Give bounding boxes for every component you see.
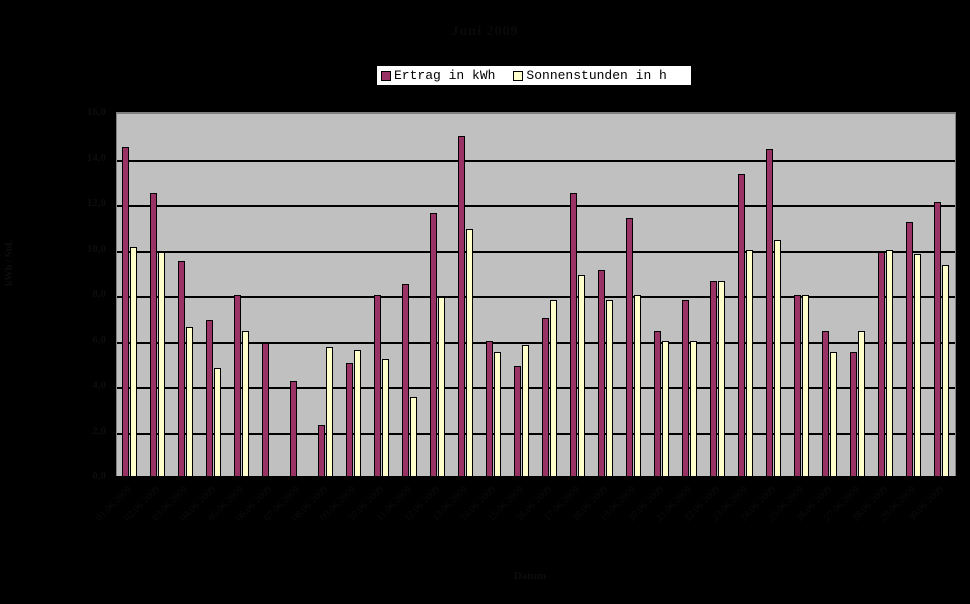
bar-sonnenstunden bbox=[774, 240, 781, 477]
bar-sonnenstunden bbox=[914, 254, 921, 477]
y-tick-label: 10,0 bbox=[86, 242, 106, 255]
bar-ertrag bbox=[682, 299, 689, 477]
bar-ertrag bbox=[234, 295, 241, 477]
legend-item-ertrag: Ertrag in kWh bbox=[381, 68, 495, 83]
bar-ertrag bbox=[150, 192, 157, 477]
bar-sonnenstunden bbox=[634, 295, 641, 477]
bar-sonnenstunden bbox=[214, 367, 221, 477]
plot-area bbox=[116, 112, 956, 477]
bar-sonnenstunden bbox=[886, 249, 893, 477]
bar-ertrag bbox=[598, 269, 605, 477]
bar-sonnenstunden bbox=[158, 251, 165, 477]
legend-label-sonnenstunden: Sonnenstunden in h bbox=[526, 68, 667, 83]
legend-swatch-sonnenstunden bbox=[513, 70, 524, 81]
y-tick-mark bbox=[108, 385, 114, 387]
bar-ertrag bbox=[486, 340, 493, 477]
y-tick-mark bbox=[108, 157, 114, 160]
y-tick-label: 0,0 bbox=[92, 470, 106, 482]
bar-sonnenstunden bbox=[550, 299, 557, 477]
bar-sonnenstunden bbox=[802, 295, 809, 477]
y-axis-line bbox=[113, 112, 116, 479]
bar-sonnenstunden bbox=[382, 358, 389, 477]
y-tick-mark bbox=[108, 203, 114, 205]
bar-sonnenstunden bbox=[858, 331, 865, 477]
y-tick-label: 16,0 bbox=[86, 106, 106, 118]
bar-ertrag bbox=[122, 147, 129, 477]
bar-sonnenstunden bbox=[746, 249, 753, 477]
y-tick-label: 8,0 bbox=[92, 288, 106, 300]
bar-sonnenstunden bbox=[606, 299, 613, 477]
bar-ertrag bbox=[374, 295, 381, 477]
chart-legend: Ertrag in kWh Sonnenstunden in h bbox=[376, 65, 692, 86]
bar-sonnenstunden bbox=[130, 247, 137, 477]
bar-ertrag bbox=[934, 201, 941, 477]
bar-sonnenstunden bbox=[466, 229, 473, 477]
bar-ertrag bbox=[290, 381, 297, 477]
legend-label-ertrag: Ertrag in kWh bbox=[394, 68, 496, 83]
bar-sonnenstunden bbox=[410, 397, 417, 477]
y-tick-label: 12,0 bbox=[86, 197, 106, 209]
y-axis-title: kWh / Std. bbox=[4, 240, 15, 286]
y-tick-label: 6,0 bbox=[92, 333, 106, 346]
bar-sonnenstunden bbox=[522, 345, 529, 477]
bar-ertrag bbox=[402, 283, 409, 477]
gridline bbox=[117, 159, 955, 162]
bar-ertrag bbox=[794, 295, 801, 477]
bar-ertrag bbox=[766, 149, 773, 477]
bar-sonnenstunden bbox=[662, 340, 669, 477]
bar-ertrag bbox=[626, 217, 633, 477]
y-tick-mark bbox=[108, 476, 114, 478]
chart-title: Juni 2009 bbox=[451, 24, 519, 39]
bar-ertrag bbox=[878, 251, 885, 477]
bar-sonnenstunden bbox=[718, 281, 725, 477]
bar-sonnenstunden bbox=[438, 297, 445, 477]
y-tick-mark bbox=[108, 339, 114, 342]
bar-ertrag bbox=[570, 192, 577, 477]
x-axis-title: Datum bbox=[513, 570, 547, 582]
bar-ertrag bbox=[654, 331, 661, 477]
gridline bbox=[117, 432, 955, 435]
bar-sonnenstunden bbox=[578, 274, 585, 477]
y-tick-mark bbox=[108, 294, 114, 296]
legend-swatch-ertrag bbox=[381, 70, 391, 81]
bar-ertrag bbox=[318, 424, 325, 477]
bar-ertrag bbox=[738, 174, 745, 477]
bar-ertrag bbox=[430, 213, 437, 477]
y-tick-mark bbox=[108, 248, 114, 251]
y-tick-label: 2,0 bbox=[92, 424, 106, 437]
y-tick-label: 4,0 bbox=[92, 379, 106, 391]
bar-sonnenstunden bbox=[354, 349, 361, 477]
bar-ertrag bbox=[850, 351, 857, 477]
gridline bbox=[117, 250, 955, 253]
bar-ertrag bbox=[346, 363, 353, 477]
bar-ertrag bbox=[458, 135, 465, 477]
bar-sonnenstunden bbox=[942, 265, 949, 477]
bar-ertrag bbox=[906, 222, 913, 477]
gridline bbox=[117, 296, 955, 298]
bar-ertrag bbox=[206, 320, 213, 477]
bar-sonnenstunden bbox=[326, 347, 333, 477]
bar-sonnenstunden bbox=[186, 326, 193, 477]
gridline bbox=[117, 205, 955, 207]
bar-sonnenstunden bbox=[494, 351, 501, 477]
bar-sonnenstunden bbox=[242, 331, 249, 477]
gridline bbox=[117, 387, 955, 389]
bar-ertrag bbox=[710, 281, 717, 477]
gridline bbox=[117, 341, 955, 344]
bar-ertrag bbox=[514, 365, 521, 477]
x-axis-line bbox=[113, 476, 957, 479]
bar-ertrag bbox=[178, 260, 185, 477]
y-tick-label: 14,0 bbox=[86, 151, 106, 164]
y-tick-mark bbox=[108, 112, 114, 114]
bar-ertrag bbox=[542, 317, 549, 477]
bar-ertrag bbox=[262, 342, 269, 477]
y-tick-mark bbox=[108, 430, 114, 433]
bar-sonnenstunden bbox=[690, 340, 697, 477]
legend-item-sonnenstunden: Sonnenstunden in h bbox=[513, 68, 667, 83]
bar-ertrag bbox=[822, 331, 829, 477]
bar-sonnenstunden bbox=[830, 351, 837, 477]
